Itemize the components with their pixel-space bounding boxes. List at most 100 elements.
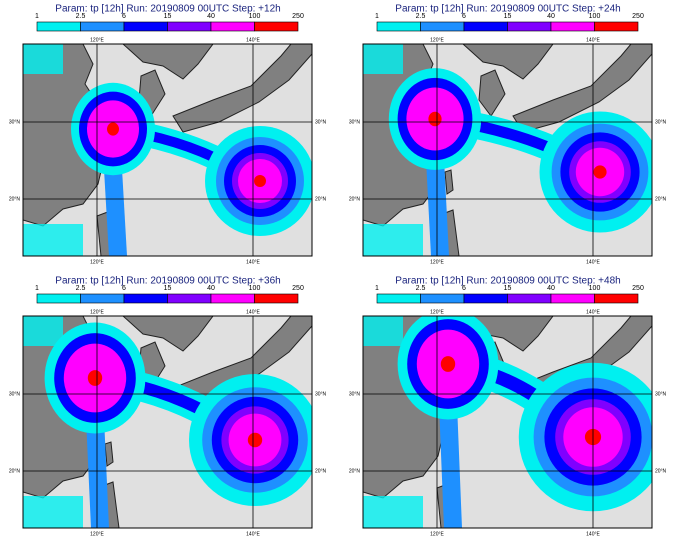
rain-band (439, 403, 462, 528)
map: 120°E 120°E 140°E 140°E 30°N 30°N 20°N 20°N (9, 37, 327, 265)
lat-label: 30°N (349, 119, 361, 125)
lon-label: 140°E (586, 531, 600, 537)
colorbar-label: 1 (35, 13, 39, 20)
lat-label: 20°N (9, 196, 21, 202)
land (104, 441, 114, 467)
map-content (363, 44, 652, 256)
lon-label: 140°E (586, 309, 600, 315)
rain-patch (23, 44, 63, 74)
map-frame (22, 43, 313, 257)
colorbar-label: 2.5 (76, 285, 86, 292)
colorbar-segment (594, 293, 639, 304)
map-frame (362, 315, 653, 529)
colorbar-label: 6 (122, 13, 126, 20)
lat-label: 20°N (315, 196, 327, 202)
lon-label: 140°E (246, 259, 260, 265)
lon-label: 120°E (430, 259, 444, 265)
map-content (23, 316, 312, 528)
land (122, 44, 214, 80)
lon-label: 120°E (90, 531, 104, 537)
lon-label: 140°E (246, 309, 260, 315)
land (512, 44, 652, 133)
panel: Param: tp [12h] Run: 20190809 00UTC Step… (9, 276, 327, 538)
colorbar-segment (550, 21, 595, 32)
lat-label: 20°N (349, 468, 361, 474)
colorbar-label: 250 (632, 285, 644, 292)
colorbar-segment (210, 21, 255, 32)
lat-label: 30°N (9, 391, 21, 397)
panel: Param: tp [12h] Run: 20190809 00UTC Step… (349, 4, 667, 266)
lon-label: 140°E (586, 259, 600, 265)
colorbar-segment (463, 21, 508, 32)
colorbar-label: 6 (462, 13, 466, 20)
colorbar-segment (80, 21, 125, 32)
lon-label: 140°E (246, 531, 260, 537)
rain-patch (363, 224, 423, 256)
colorbar-label: 2.5 (416, 285, 426, 292)
rain-patch (23, 496, 83, 528)
lat-label: 30°N (315, 391, 327, 397)
lat-label: 20°N (315, 468, 327, 474)
colorbar-segment (36, 21, 81, 32)
colorbar-segment (210, 293, 255, 304)
land (444, 169, 454, 195)
colorbar-label: 250 (632, 13, 644, 20)
lon-label: 140°E (246, 37, 260, 43)
panel-title: Param: tp [12h] Run: 20190809 00UTC Step… (395, 4, 620, 15)
colorbar-label: 40 (547, 285, 555, 292)
colorbar-segment (167, 21, 212, 32)
lon-label: 120°E (90, 259, 104, 265)
panel: Param: tp [12h] Run: 20190809 00UTC Step… (9, 4, 327, 266)
colorbar-label: 2.5 (416, 13, 426, 20)
colorbar-label: 1 (375, 13, 379, 20)
colorbar-label: 40 (207, 285, 215, 292)
lon-label: 140°E (586, 37, 600, 43)
rain-patch (23, 316, 63, 346)
colorbar-label: 100 (249, 285, 261, 292)
colorbar-segment (254, 293, 299, 304)
lat-label: 20°N (655, 196, 667, 202)
land (122, 316, 214, 352)
typhoon-rain (593, 165, 607, 179)
colorbar-segment (550, 293, 595, 304)
rain-patch (23, 224, 83, 256)
colorbar-segment (420, 21, 465, 32)
lon-label: 120°E (430, 309, 444, 315)
rain-patch (363, 44, 403, 74)
colorbar-segment (254, 21, 299, 32)
colorbar-label: 1 (375, 285, 379, 292)
colorbar-segment (376, 293, 421, 304)
colorbar-label: 6 (122, 285, 126, 292)
lon-label: 120°E (90, 37, 104, 43)
map-frame (22, 315, 313, 529)
lon-label: 120°E (90, 309, 104, 315)
colorbar-segment (167, 293, 212, 304)
colorbar-label: 250 (292, 285, 304, 292)
colorbar-segment (123, 21, 168, 32)
lat-label: 30°N (655, 119, 667, 125)
lon-label: 120°E (430, 37, 444, 43)
colorbar-label: 15 (504, 285, 512, 292)
land (172, 44, 312, 133)
colorbar-label: 6 (462, 285, 466, 292)
map: 120°E 120°E 140°E 140°E 30°N 30°N 20°N 20°N (9, 309, 327, 537)
panel-title: Param: tp [12h] Run: 20190809 00UTC Step… (395, 276, 620, 287)
map: 120°E 120°E 140°E 140°E 30°N 30°N 20°N 20°N (349, 37, 667, 265)
land (478, 69, 506, 117)
rain-band (86, 417, 109, 528)
lat-label: 20°N (349, 196, 361, 202)
panel-title: Param: tp [12h] Run: 20190809 00UTC Step… (55, 276, 280, 287)
lat-label: 30°N (655, 391, 667, 397)
colorbar-segment (123, 293, 168, 304)
map-content (23, 44, 312, 256)
lat-label: 30°N (349, 391, 361, 397)
coastal-rain (428, 111, 442, 127)
lat-label: 30°N (9, 119, 21, 125)
colorbar-segment (463, 293, 508, 304)
colorbar-label: 40 (547, 13, 555, 20)
colorbar-label: 100 (589, 13, 601, 20)
coastal-rain (87, 370, 103, 386)
colorbar-segment (507, 293, 552, 304)
